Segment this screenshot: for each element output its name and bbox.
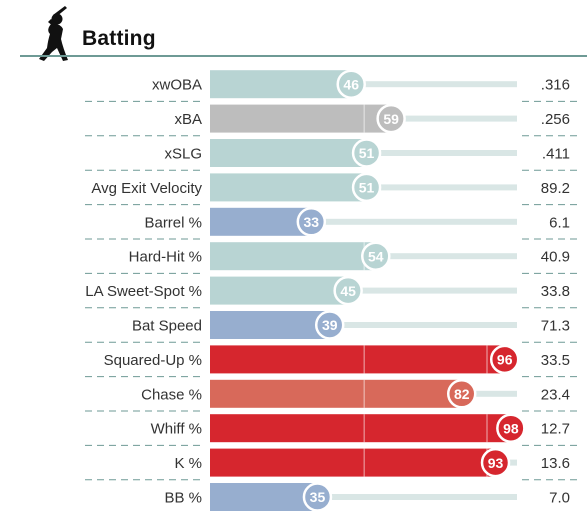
header-divider bbox=[20, 55, 587, 57]
section-header: Batting bbox=[0, 0, 587, 61]
stat-value: .411 bbox=[542, 146, 570, 163]
metric-row-bb: BB % 35 7.0 bbox=[164, 482, 570, 512]
percentile-badge bbox=[446, 379, 477, 409]
percentile-bar bbox=[210, 173, 367, 202]
percentile-bar bbox=[210, 311, 330, 339]
track-line bbox=[210, 218, 517, 225]
percentile-bar bbox=[210, 483, 318, 511]
metric-label: LA Sweet-Spot % bbox=[85, 283, 202, 300]
stat-value: 13.6 bbox=[541, 455, 570, 472]
percentile-badge bbox=[351, 138, 382, 168]
metric-label: Whiff % bbox=[151, 421, 202, 438]
percentile-bar bbox=[210, 104, 392, 133]
reference-guide bbox=[363, 345, 365, 374]
percentile-bar bbox=[210, 70, 352, 99]
reference-guide bbox=[486, 414, 488, 443]
metric-row-chase: Chase % 82 23.4 bbox=[85, 379, 577, 412]
stat-value: 33.5 bbox=[541, 352, 570, 369]
reference-guide bbox=[363, 448, 365, 477]
metric-row-hard-hit: Hard-Hit % 54 40.9 bbox=[85, 241, 577, 274]
metric-label: K % bbox=[174, 455, 202, 472]
section-title: Batting bbox=[82, 27, 156, 50]
percentile-badge bbox=[496, 413, 526, 443]
percentile-value: 39 bbox=[322, 317, 338, 333]
stat-value: 7.0 bbox=[549, 490, 570, 507]
percentile-bar bbox=[210, 207, 312, 236]
metric-label: Hard-Hit % bbox=[129, 249, 202, 266]
track-line bbox=[210, 287, 517, 294]
stat-value: 71.3 bbox=[541, 318, 570, 335]
stat-value: 40.9 bbox=[541, 249, 570, 266]
percentile-badge bbox=[376, 103, 406, 134]
percentile-value: 96 bbox=[497, 352, 513, 368]
percentile-badge bbox=[296, 207, 327, 237]
percentile-value: 54 bbox=[368, 248, 384, 264]
reference-guide bbox=[486, 345, 488, 374]
track-line bbox=[210, 494, 517, 500]
reference-guide bbox=[363, 379, 365, 408]
percentile-badge bbox=[480, 447, 511, 478]
percentile-value: 51 bbox=[359, 145, 375, 161]
stat-value: 12.7 bbox=[541, 421, 570, 438]
percentile-badge bbox=[314, 310, 345, 340]
metric-row-avg-exit-velocity: Avg Exit Velocity 51 89.2 bbox=[85, 172, 577, 206]
reference-guide bbox=[363, 104, 365, 133]
percentile-badge bbox=[336, 69, 366, 99]
metric-row-barrel: Barrel % 33 6.1 bbox=[85, 207, 577, 240]
percentile-bar bbox=[210, 345, 505, 374]
metric-row-whiff: Whiff % 98 12.7 bbox=[85, 413, 577, 446]
percentile-badge bbox=[333, 275, 363, 306]
percentile-badge bbox=[351, 172, 382, 203]
metric-row-bat-speed: Bat Speed 39 71.3 bbox=[85, 310, 577, 343]
percentile-value: 98 bbox=[503, 420, 519, 436]
stat-value: .256 bbox=[541, 111, 570, 128]
metric-row-la-sweet-spot: LA Sweet-Spot % 45 33.8 bbox=[85, 275, 577, 309]
metric-label: Chase % bbox=[141, 386, 202, 403]
stat-value: 89.2 bbox=[541, 180, 570, 197]
metric-label: BB % bbox=[164, 490, 202, 507]
percentile-value: 51 bbox=[359, 180, 375, 196]
metric-row-xwoba: xwOBA 46 .316 bbox=[85, 69, 577, 102]
percentile-bar bbox=[210, 276, 349, 305]
percentile-value: 59 bbox=[383, 111, 399, 127]
metric-row-squared-up: Squared-Up % 96 33.5 bbox=[85, 344, 577, 378]
stat-value: 23.4 bbox=[541, 386, 570, 403]
metric-label: Squared-Up % bbox=[104, 352, 202, 369]
stat-value: 33.8 bbox=[541, 283, 570, 300]
percentile-bar bbox=[210, 414, 511, 443]
metric-label: Avg Exit Velocity bbox=[91, 180, 202, 197]
percentile-value: 93 bbox=[488, 455, 504, 471]
reference-guide bbox=[363, 414, 365, 443]
metric-row-xslg: xSLG 51 .411 bbox=[85, 138, 577, 171]
percentile-bar bbox=[210, 379, 462, 408]
percentile-bar bbox=[210, 139, 367, 167]
percentile-badge bbox=[361, 241, 391, 271]
batter-silhouette-icon bbox=[39, 6, 68, 61]
metric-label: xSLG bbox=[164, 146, 202, 163]
percentile-badge bbox=[489, 344, 520, 375]
percentile-badge bbox=[302, 482, 333, 512]
metric-row-xba: xBA 59 .256 bbox=[85, 103, 577, 137]
percentile-bar bbox=[210, 242, 376, 271]
percentile-value: 46 bbox=[343, 76, 359, 92]
percentile-value: 82 bbox=[454, 386, 470, 402]
track-line bbox=[210, 322, 517, 328]
metric-label: Bat Speed bbox=[132, 318, 202, 335]
metric-label: xBA bbox=[174, 111, 202, 128]
metric-label: xwOBA bbox=[152, 77, 202, 94]
percentile-bar bbox=[210, 448, 496, 477]
percentile-value: 33 bbox=[304, 214, 320, 230]
percentile-value: 35 bbox=[310, 489, 326, 505]
stat-value: .316 bbox=[541, 77, 570, 94]
stat-value: 6.1 bbox=[549, 214, 570, 231]
metric-row-k: K % 93 13.6 bbox=[85, 447, 577, 481]
percentile-value: 45 bbox=[340, 283, 356, 299]
metric-label: Barrel % bbox=[144, 214, 202, 231]
